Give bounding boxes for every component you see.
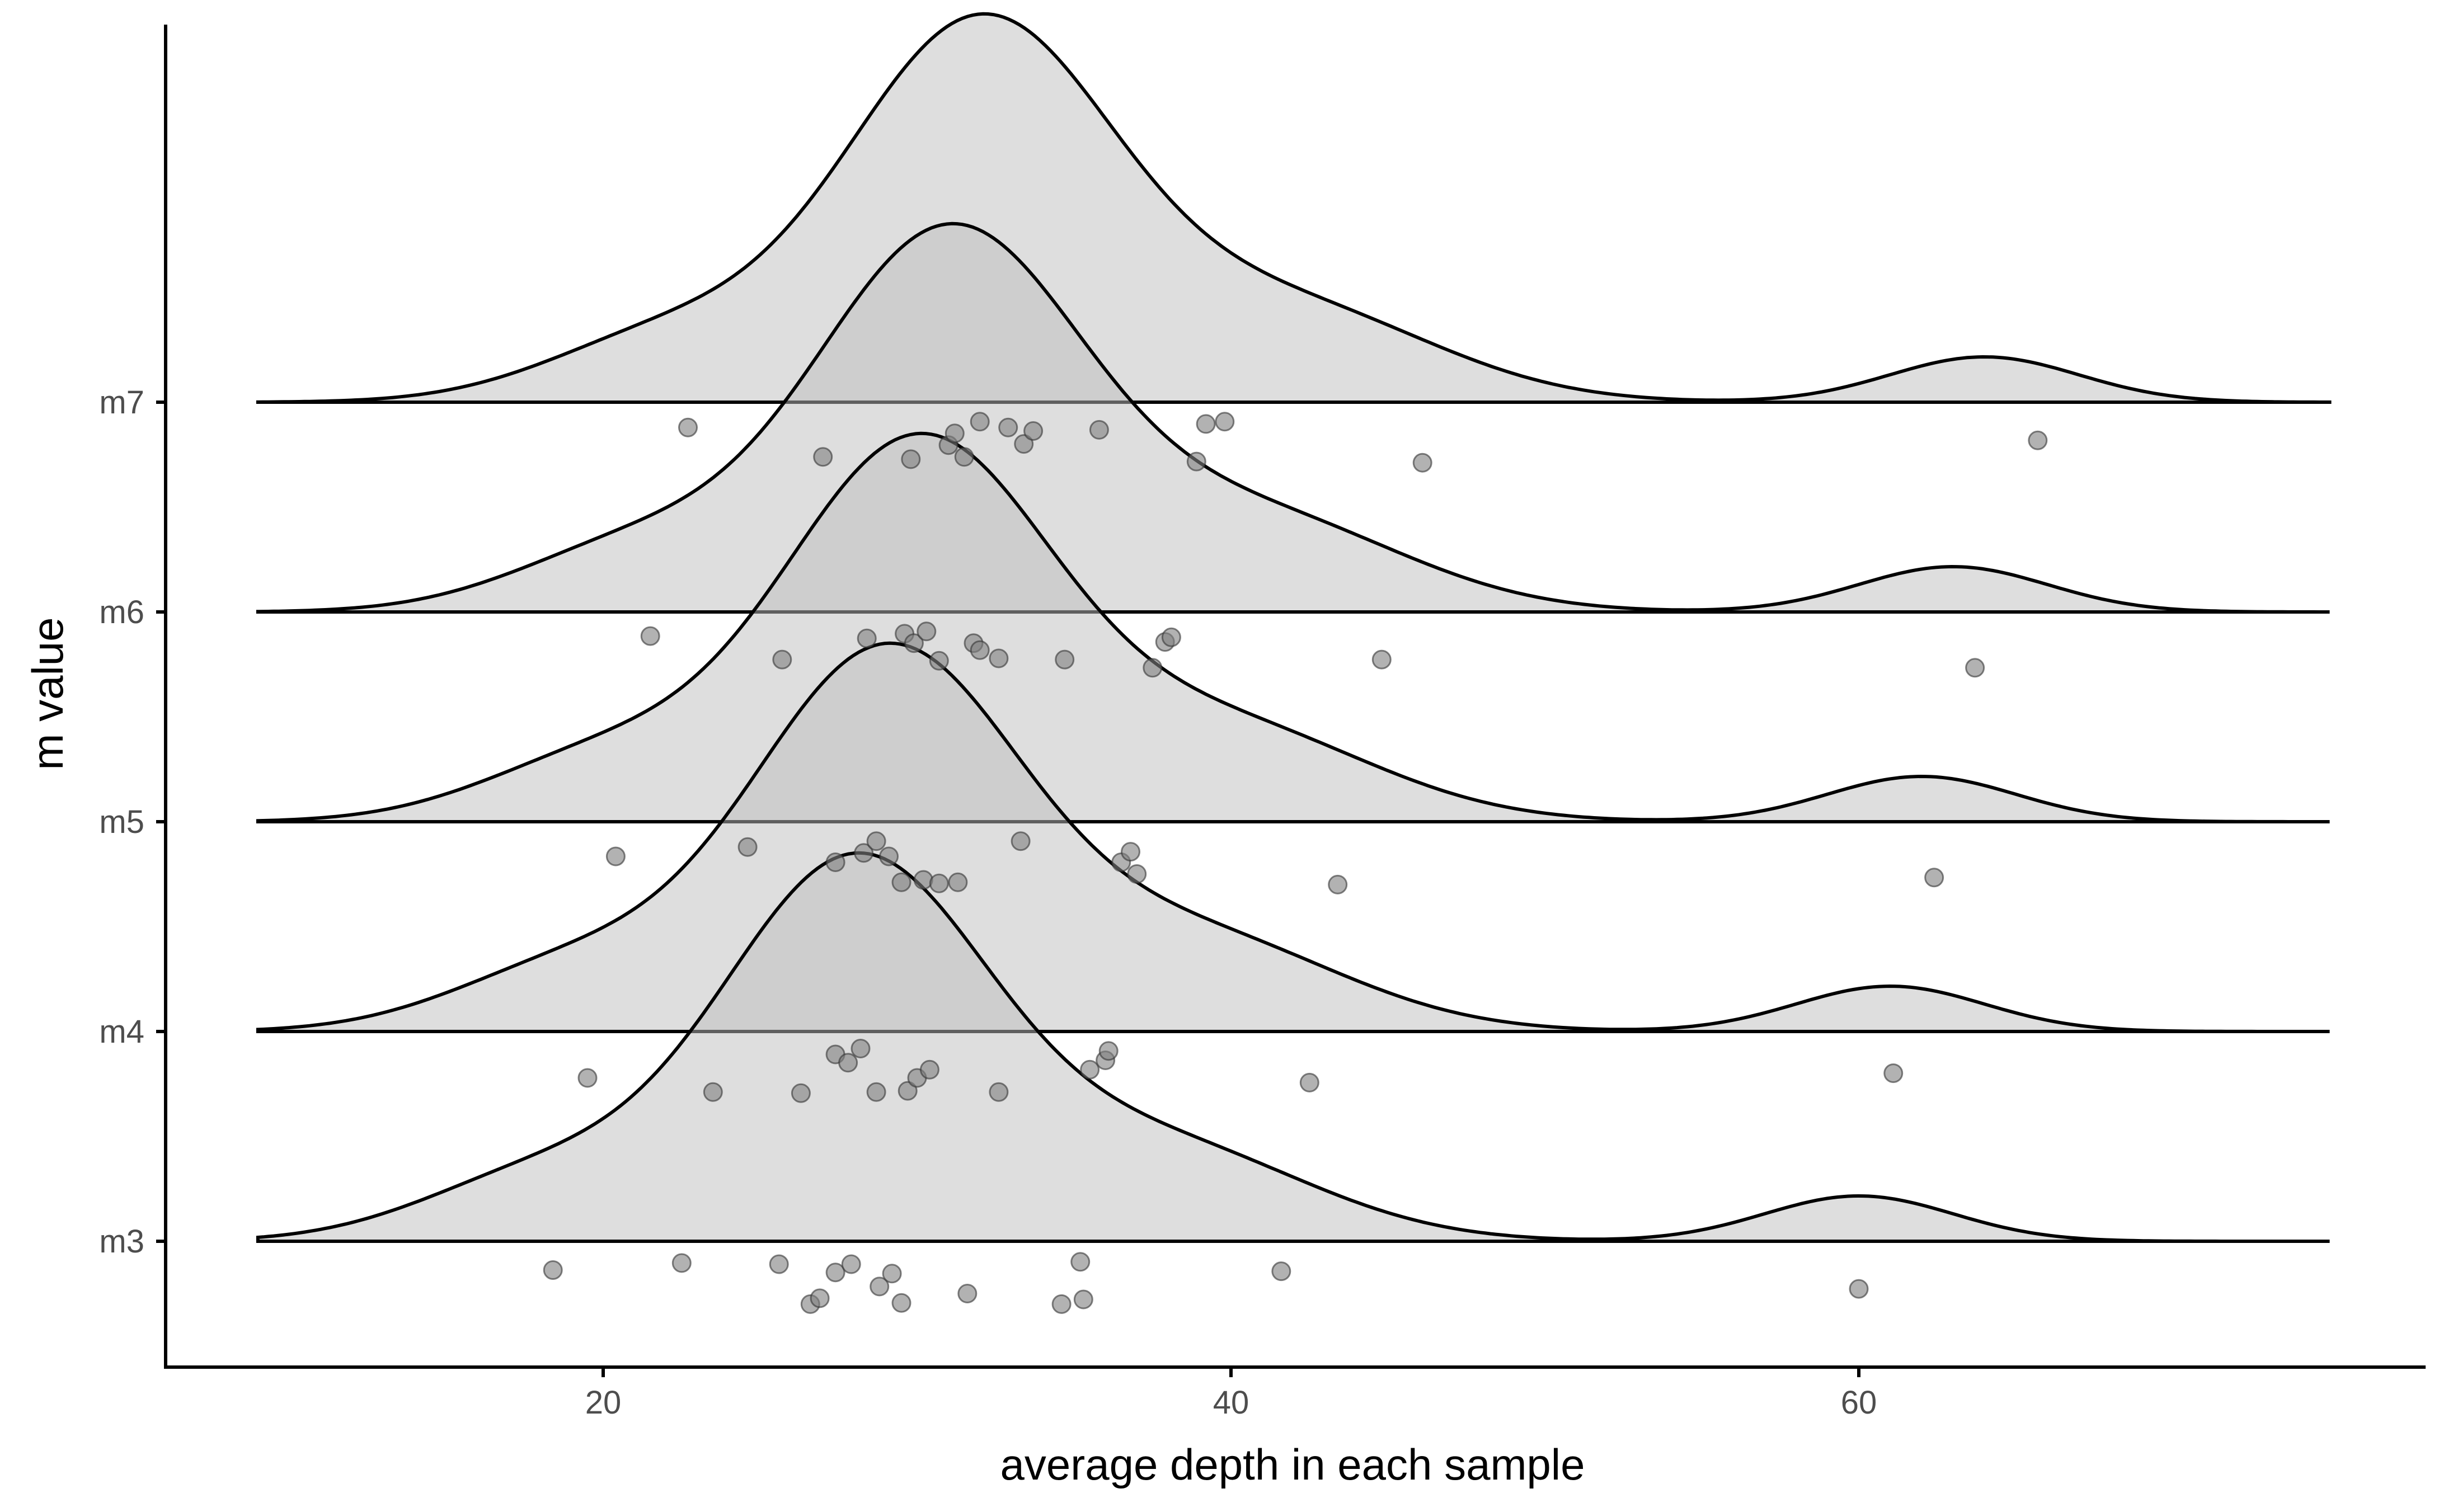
point-m3-12 xyxy=(1070,1252,1091,1272)
point-m4-10 xyxy=(989,1082,1009,1102)
point-m3-8 xyxy=(882,1264,902,1284)
point-m6-13 xyxy=(1161,627,1181,647)
y-axis-ticks: m7 m6 m5 m4 m3 xyxy=(99,384,166,1260)
point-m6-0 xyxy=(640,626,660,646)
point-m5-8 xyxy=(929,873,949,893)
point-m7-11 xyxy=(1186,451,1206,472)
point-m5-1 xyxy=(737,837,758,857)
point-m5-6 xyxy=(891,872,911,892)
point-m3-0 xyxy=(543,1260,563,1280)
point-m7-10 xyxy=(1089,420,1109,440)
point-m6-10 xyxy=(1055,649,1075,670)
ridge-m7 xyxy=(256,12,2332,404)
point-m7-2 xyxy=(901,449,921,469)
point-m7-14 xyxy=(1412,453,1432,473)
y-tick-label-m3: m3 xyxy=(99,1223,144,1260)
point-m6-1 xyxy=(772,649,792,670)
point-m4-13 xyxy=(1098,1041,1119,1061)
point-m3-9 xyxy=(891,1293,911,1313)
point-m3-13 xyxy=(1073,1289,1093,1310)
point-m4-2 xyxy=(791,1083,811,1103)
point-m6-4 xyxy=(904,633,924,653)
x-tick-label-20: 20 xyxy=(585,1384,622,1421)
point-m6-2 xyxy=(857,628,877,648)
point-m3-14 xyxy=(1271,1261,1291,1282)
x-tick-label-40: 40 xyxy=(1213,1384,1249,1421)
point-m5-12 xyxy=(1121,842,1140,862)
point-m7-5 xyxy=(954,447,974,467)
point-m6-8 xyxy=(970,640,990,660)
point-m3-2 xyxy=(769,1254,789,1274)
point-m5-7 xyxy=(913,870,933,890)
point-m4-0 xyxy=(577,1068,598,1088)
y-tick-label-m5: m5 xyxy=(99,804,144,840)
point-m6-9 xyxy=(989,648,1009,668)
point-m7-1 xyxy=(813,447,833,467)
y-tick-label-m6: m6 xyxy=(99,594,144,630)
point-m3-15 xyxy=(1849,1279,1869,1299)
point-m5-4 xyxy=(866,831,886,851)
point-m6-5 xyxy=(917,621,937,642)
x-axis-ticks: 20 40 60 xyxy=(585,1367,1877,1421)
ridge-m3 xyxy=(256,851,2330,1243)
point-m7-4 xyxy=(945,423,965,444)
point-m3-1 xyxy=(671,1253,692,1273)
point-m4-9 xyxy=(919,1059,939,1080)
point-m4-11 xyxy=(1080,1059,1100,1080)
point-m5-13 xyxy=(1127,864,1147,884)
point-m5-9 xyxy=(948,872,968,892)
point-m7-12 xyxy=(1196,414,1216,434)
point-m4-15 xyxy=(1883,1063,1904,1084)
point-m6-15 xyxy=(1965,658,1985,678)
y-tick-label-m4: m4 xyxy=(99,1014,144,1050)
point-m4-1 xyxy=(703,1082,723,1102)
point-m5-2 xyxy=(825,852,845,872)
point-m7-6 xyxy=(970,412,990,432)
point-m7-8 xyxy=(1014,434,1034,454)
x-tick-label-60: 60 xyxy=(1841,1384,1877,1421)
point-m5-15 xyxy=(1924,868,1944,888)
point-m7-7 xyxy=(998,417,1018,437)
point-m4-4 xyxy=(838,1053,858,1073)
point-m7-13 xyxy=(1215,412,1235,432)
point-m5-14 xyxy=(1328,874,1348,894)
point-m4-14 xyxy=(1299,1072,1319,1092)
ridge-m5 xyxy=(256,431,2330,823)
jittered-points xyxy=(543,412,2048,1314)
point-m7-0 xyxy=(678,417,698,437)
point-m6-11 xyxy=(1143,658,1163,678)
point-m5-10 xyxy=(1011,831,1031,851)
ridge-m4 xyxy=(256,641,2330,1033)
ridge-m6 xyxy=(256,222,2330,614)
point-m5-0 xyxy=(605,846,626,866)
point-m3-7 xyxy=(870,1277,890,1297)
y-tick-label-m7: m7 xyxy=(99,384,144,421)
point-m7-9 xyxy=(1023,421,1044,441)
point-m6-14 xyxy=(1371,649,1392,670)
density-ridges xyxy=(256,12,2332,1243)
point-m3-6 xyxy=(841,1254,861,1274)
x-axis-title: average depth in each sample xyxy=(1000,1440,1585,1489)
point-m3-10 xyxy=(957,1284,978,1303)
point-m3-4 xyxy=(810,1288,830,1308)
point-m7-15 xyxy=(2028,430,2048,450)
point-m3-5 xyxy=(825,1263,845,1283)
point-m3-11 xyxy=(1051,1294,1072,1314)
point-m4-6 xyxy=(866,1082,886,1102)
point-m6-6 xyxy=(929,651,949,671)
y-axis-title: m value xyxy=(23,617,72,770)
point-m5-3 xyxy=(854,843,874,863)
point-m4-5 xyxy=(851,1039,871,1058)
point-m5-5 xyxy=(879,846,899,866)
